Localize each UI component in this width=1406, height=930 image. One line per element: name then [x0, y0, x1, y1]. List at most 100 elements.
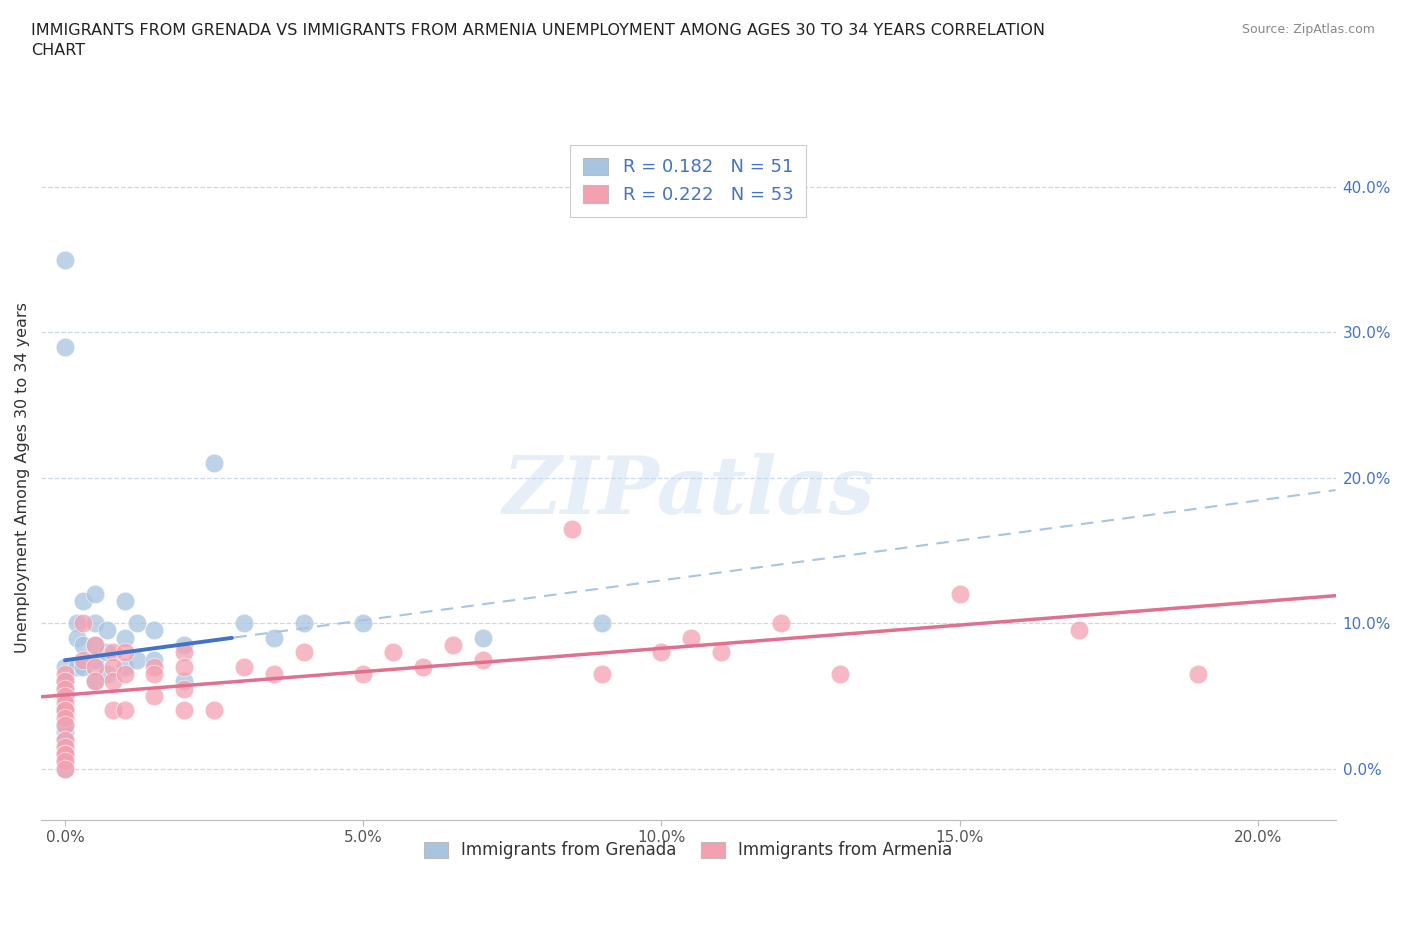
Point	[83, 674, 105, 689]
Point	[53, 747, 76, 762]
Point	[53, 674, 76, 689]
Point	[72, 659, 94, 674]
Point	[232, 659, 254, 674]
Point	[143, 623, 166, 638]
Point	[232, 616, 254, 631]
Point	[53, 718, 76, 733]
Point	[830, 667, 852, 682]
Point	[114, 644, 136, 659]
Point	[173, 644, 195, 659]
Point	[83, 674, 105, 689]
Point	[96, 644, 118, 659]
Text: IMMIGRANTS FROM GRENADA VS IMMIGRANTS FROM ARMENIA UNEMPLOYMENT AMONG AGES 30 TO: IMMIGRANTS FROM GRENADA VS IMMIGRANTS FR…	[31, 23, 1045, 58]
Point	[114, 631, 136, 645]
Point	[83, 652, 105, 667]
Point	[114, 703, 136, 718]
Point	[53, 761, 76, 776]
Point	[83, 616, 105, 631]
Point	[53, 703, 76, 718]
Point	[53, 696, 76, 711]
Point	[53, 703, 76, 718]
Point	[53, 747, 76, 762]
Point	[66, 659, 89, 674]
Point	[710, 644, 733, 659]
Point	[352, 667, 374, 682]
Point	[143, 659, 166, 674]
Point	[53, 703, 76, 718]
Point	[53, 711, 76, 725]
Point	[53, 339, 76, 354]
Point	[53, 667, 76, 682]
Point	[114, 667, 136, 682]
Point	[53, 703, 76, 718]
Point	[1067, 623, 1090, 638]
Point	[53, 688, 76, 703]
Point	[263, 667, 285, 682]
Point	[352, 616, 374, 631]
Point	[471, 631, 494, 645]
Point	[591, 667, 613, 682]
Point	[202, 703, 225, 718]
Point	[263, 631, 285, 645]
Y-axis label: Unemployment Among Ages 30 to 34 years: Unemployment Among Ages 30 to 34 years	[15, 302, 30, 653]
Point	[650, 644, 672, 659]
Point	[471, 652, 494, 667]
Point	[412, 659, 434, 674]
Point	[53, 747, 76, 762]
Point	[53, 659, 76, 674]
Point	[173, 703, 195, 718]
Point	[173, 659, 195, 674]
Point	[202, 456, 225, 471]
Point	[72, 594, 94, 609]
Point	[83, 638, 105, 653]
Point	[53, 688, 76, 703]
Text: Source: ZipAtlas.com: Source: ZipAtlas.com	[1241, 23, 1375, 36]
Point	[66, 616, 89, 631]
Point	[53, 739, 76, 754]
Point	[53, 674, 76, 689]
Point	[101, 674, 124, 689]
Point	[681, 631, 703, 645]
Point	[173, 681, 195, 696]
Point	[101, 659, 124, 674]
Point	[769, 616, 792, 631]
Point	[441, 638, 464, 653]
Point	[125, 652, 148, 667]
Point	[114, 659, 136, 674]
Point	[292, 616, 315, 631]
Point	[83, 638, 105, 653]
Point	[53, 739, 76, 754]
Point	[53, 754, 76, 769]
Point	[173, 638, 195, 653]
Point	[561, 521, 583, 536]
Point	[53, 747, 76, 762]
Point	[96, 623, 118, 638]
Point	[114, 594, 136, 609]
Point	[292, 644, 315, 659]
Point	[53, 718, 76, 733]
Point	[83, 659, 105, 674]
Point	[53, 761, 76, 776]
Point	[53, 681, 76, 696]
Point	[72, 638, 94, 653]
Point	[1187, 667, 1209, 682]
Point	[143, 652, 166, 667]
Point	[382, 644, 405, 659]
Point	[101, 644, 124, 659]
Point	[96, 667, 118, 682]
Point	[101, 703, 124, 718]
Point	[591, 616, 613, 631]
Point	[53, 732, 76, 747]
Point	[53, 252, 76, 267]
Point	[53, 688, 76, 703]
Text: ZIPatlas: ZIPatlas	[502, 453, 875, 530]
Point	[53, 703, 76, 718]
Point	[83, 587, 105, 602]
Point	[53, 718, 76, 733]
Point	[143, 667, 166, 682]
Point	[66, 631, 89, 645]
Point	[125, 616, 148, 631]
Legend: Immigrants from Grenada, Immigrants from Armenia: Immigrants from Grenada, Immigrants from…	[418, 834, 959, 866]
Point	[949, 587, 972, 602]
Point	[53, 681, 76, 696]
